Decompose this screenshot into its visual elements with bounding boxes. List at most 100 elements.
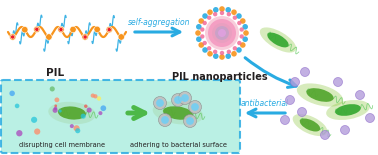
Ellipse shape xyxy=(326,100,370,120)
Circle shape xyxy=(227,12,231,16)
Circle shape xyxy=(81,114,86,119)
Circle shape xyxy=(54,97,59,102)
Circle shape xyxy=(212,23,232,43)
Circle shape xyxy=(75,128,80,133)
Circle shape xyxy=(240,18,246,24)
Circle shape xyxy=(218,29,226,37)
Circle shape xyxy=(73,125,80,131)
Circle shape xyxy=(202,47,208,53)
FancyBboxPatch shape xyxy=(1,80,240,153)
Circle shape xyxy=(213,7,218,13)
Circle shape xyxy=(46,34,52,40)
Ellipse shape xyxy=(260,27,296,53)
Circle shape xyxy=(355,91,364,100)
Circle shape xyxy=(242,36,248,42)
Circle shape xyxy=(118,34,124,40)
Circle shape xyxy=(213,50,217,54)
Circle shape xyxy=(207,9,213,15)
Circle shape xyxy=(54,104,57,107)
Circle shape xyxy=(11,35,15,39)
Circle shape xyxy=(9,34,16,40)
Circle shape xyxy=(333,78,342,86)
Circle shape xyxy=(236,13,242,19)
Circle shape xyxy=(243,30,249,36)
Circle shape xyxy=(174,96,182,104)
Circle shape xyxy=(227,50,231,54)
Circle shape xyxy=(198,42,204,48)
Circle shape xyxy=(220,11,224,15)
Circle shape xyxy=(202,13,208,19)
Circle shape xyxy=(240,42,246,48)
Ellipse shape xyxy=(307,88,334,102)
Circle shape xyxy=(237,41,242,45)
Circle shape xyxy=(22,27,28,33)
Circle shape xyxy=(59,109,62,113)
Circle shape xyxy=(158,113,172,126)
Circle shape xyxy=(191,103,199,111)
Circle shape xyxy=(220,51,224,55)
Circle shape xyxy=(219,54,225,60)
Circle shape xyxy=(93,94,98,98)
Circle shape xyxy=(291,78,299,86)
Circle shape xyxy=(321,131,330,140)
Circle shape xyxy=(87,108,92,113)
Circle shape xyxy=(301,67,310,77)
Circle shape xyxy=(70,124,74,128)
Circle shape xyxy=(84,104,88,108)
Circle shape xyxy=(54,107,57,110)
Circle shape xyxy=(231,9,237,15)
Circle shape xyxy=(34,128,40,135)
Circle shape xyxy=(236,47,242,53)
Circle shape xyxy=(198,18,204,24)
Circle shape xyxy=(31,117,37,123)
Ellipse shape xyxy=(153,102,203,124)
Circle shape xyxy=(181,94,189,102)
Ellipse shape xyxy=(300,119,320,131)
Text: disrupting cell membrane: disrupting cell membrane xyxy=(19,142,105,148)
Circle shape xyxy=(82,34,88,40)
Circle shape xyxy=(196,36,201,42)
Circle shape xyxy=(189,100,201,113)
Circle shape xyxy=(16,130,22,136)
Circle shape xyxy=(70,26,76,33)
Ellipse shape xyxy=(293,114,327,136)
Ellipse shape xyxy=(163,106,193,120)
Circle shape xyxy=(207,46,211,51)
Circle shape xyxy=(195,30,201,36)
Circle shape xyxy=(240,27,244,32)
Circle shape xyxy=(200,34,204,39)
Circle shape xyxy=(203,41,207,45)
Circle shape xyxy=(232,46,237,51)
Circle shape xyxy=(240,34,244,39)
Circle shape xyxy=(59,28,63,31)
Circle shape xyxy=(203,21,207,25)
Circle shape xyxy=(200,27,204,32)
Circle shape xyxy=(98,111,102,115)
Circle shape xyxy=(232,16,237,20)
Circle shape xyxy=(213,12,217,16)
Circle shape xyxy=(183,115,197,128)
Circle shape xyxy=(207,16,211,20)
Circle shape xyxy=(178,91,192,104)
Circle shape xyxy=(172,93,184,106)
Circle shape xyxy=(285,95,294,104)
Text: PIL nanoparticles: PIL nanoparticles xyxy=(172,72,268,82)
Circle shape xyxy=(366,113,375,122)
Circle shape xyxy=(297,108,307,117)
Circle shape xyxy=(107,28,111,32)
Circle shape xyxy=(91,93,95,98)
Circle shape xyxy=(225,7,231,13)
Circle shape xyxy=(196,24,201,30)
Circle shape xyxy=(58,26,64,33)
Circle shape xyxy=(83,35,87,39)
Ellipse shape xyxy=(48,102,96,124)
Circle shape xyxy=(215,26,229,40)
Circle shape xyxy=(161,116,169,124)
Circle shape xyxy=(237,21,242,25)
Text: self-aggregation: self-aggregation xyxy=(128,18,190,27)
Ellipse shape xyxy=(297,83,343,107)
Circle shape xyxy=(242,24,248,30)
Text: PIL: PIL xyxy=(46,68,64,78)
Ellipse shape xyxy=(335,104,361,116)
Circle shape xyxy=(231,51,237,57)
